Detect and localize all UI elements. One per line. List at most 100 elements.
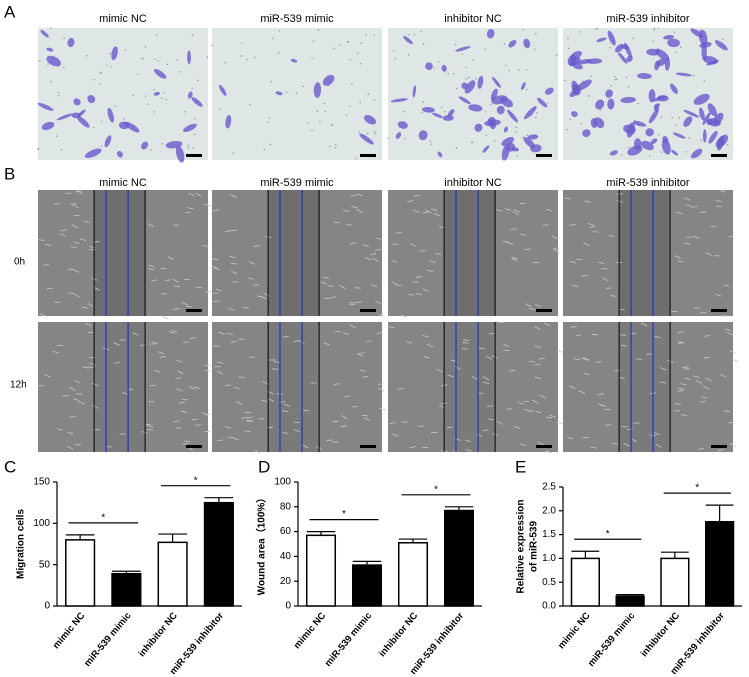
pore	[567, 38, 569, 40]
cell-texture	[705, 377, 712, 382]
panel-label: E	[515, 457, 526, 476]
cell-texture	[53, 202, 60, 205]
cell	[437, 151, 443, 158]
cell	[582, 129, 591, 138]
pore	[366, 132, 369, 135]
pore	[609, 46, 611, 49]
bar	[443, 509, 475, 607]
cell-texture	[113, 361, 121, 364]
pore	[535, 112, 538, 114]
cell-texture	[496, 420, 504, 425]
cell	[683, 116, 693, 127]
pore	[191, 87, 193, 90]
pore	[374, 133, 377, 135]
cell	[492, 76, 501, 88]
cell-texture	[359, 369, 366, 372]
cell-texture	[362, 375, 369, 378]
pore	[184, 111, 186, 113]
cell	[40, 29, 49, 38]
pore	[443, 110, 446, 113]
cell-texture	[429, 260, 436, 264]
cell-texture	[224, 384, 231, 387]
y-tick-label: 40	[280, 551, 292, 562]
cell-texture	[376, 331, 384, 335]
cell-texture	[409, 243, 417, 247]
cell	[275, 91, 283, 96]
cell-texture	[422, 288, 429, 292]
cell	[71, 112, 81, 119]
error-bar	[571, 550, 600, 559]
cell-texture	[573, 358, 581, 361]
cell	[607, 98, 615, 110]
cell-texture	[427, 343, 434, 348]
cell-texture	[327, 285, 334, 287]
cell-texture	[272, 368, 279, 370]
y-axis-label: Relative expression	[516, 500, 527, 594]
cell-texture	[545, 208, 553, 212]
pore	[620, 154, 623, 156]
cell-texture	[728, 421, 735, 424]
cell-texture	[616, 199, 623, 203]
cell-texture	[732, 358, 739, 362]
cell-texture	[513, 426, 521, 429]
micrograph	[38, 28, 208, 160]
cell-texture	[213, 300, 220, 302]
scale-bar	[186, 154, 202, 157]
cell	[441, 64, 447, 72]
cell-texture	[576, 258, 583, 261]
significance-label: *	[194, 475, 198, 486]
wound-gap	[444, 190, 496, 316]
row-label: 12h	[10, 380, 27, 391]
row-label: 0h	[14, 257, 25, 268]
y-tick-label: 100	[33, 518, 50, 529]
pore	[100, 120, 103, 123]
pore	[422, 42, 425, 45]
bar	[65, 539, 96, 607]
pore	[349, 105, 351, 107]
cell-texture	[363, 417, 371, 422]
cell	[507, 109, 519, 123]
cell	[701, 42, 707, 61]
pore	[157, 60, 160, 62]
cell-texture	[322, 276, 330, 279]
cell-texture	[261, 399, 268, 403]
y-tick-label: 0.0	[542, 601, 556, 612]
cell-texture	[423, 356, 430, 359]
cell-texture	[570, 326, 577, 328]
cell-texture	[67, 431, 74, 435]
pore	[324, 110, 326, 113]
pore	[348, 41, 350, 43]
cell-texture	[482, 429, 489, 432]
cell-texture	[69, 415, 76, 418]
pore	[402, 111, 405, 113]
cell-texture	[397, 387, 404, 390]
cell-texture	[151, 341, 158, 345]
pore	[493, 139, 496, 142]
cell-texture	[54, 301, 61, 304]
cell-texture	[715, 293, 722, 297]
cell-texture	[147, 223, 154, 228]
cell-texture	[354, 287, 361, 289]
pore	[447, 72, 449, 75]
error-bar	[444, 506, 474, 511]
panel-label: C	[4, 457, 16, 476]
pore	[614, 78, 617, 81]
pore	[485, 134, 487, 136]
cell-texture	[464, 439, 472, 443]
cell-texture	[519, 443, 527, 447]
cell	[84, 148, 102, 158]
wound-gap	[619, 190, 671, 316]
pore	[526, 88, 528, 91]
cell-texture	[167, 256, 174, 261]
cell-texture	[683, 197, 691, 201]
cell	[661, 139, 671, 155]
pore	[660, 116, 662, 118]
cell-texture	[68, 292, 75, 294]
y-tick-label: 0	[285, 601, 291, 612]
cell	[418, 130, 428, 141]
pore	[700, 139, 702, 142]
pore	[564, 79, 566, 82]
cell-texture	[230, 262, 237, 265]
cell-texture	[88, 366, 95, 369]
